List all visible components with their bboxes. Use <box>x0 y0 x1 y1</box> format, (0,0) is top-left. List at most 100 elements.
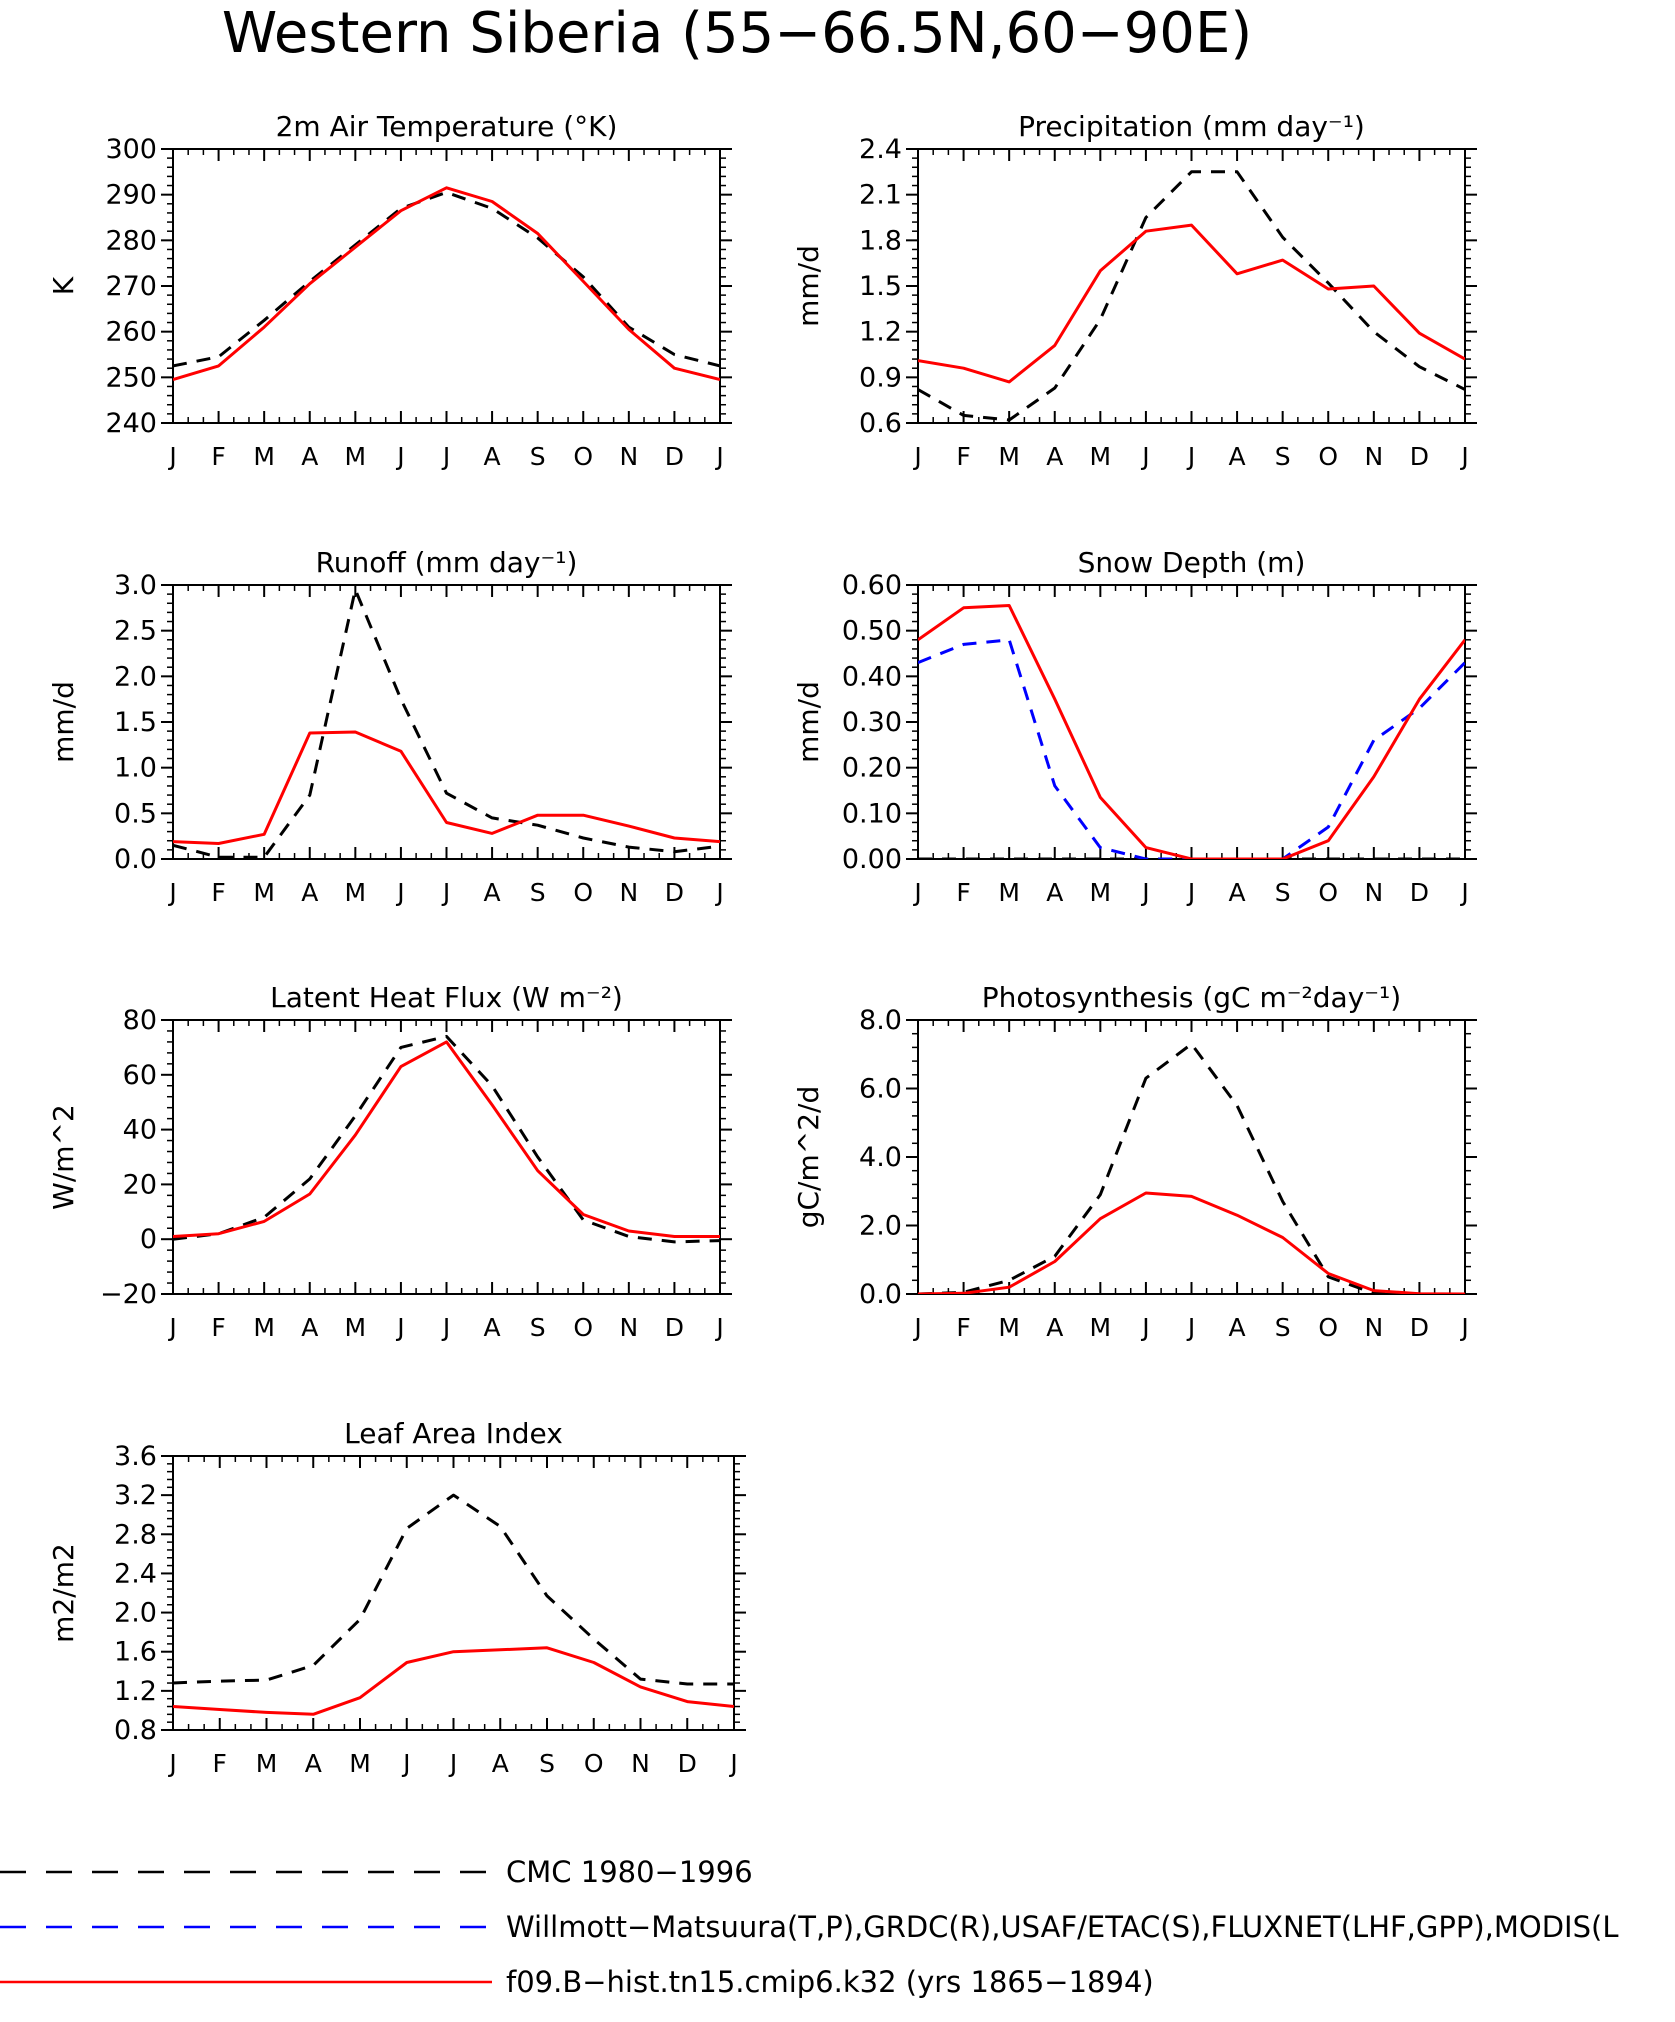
x-tick-label: O <box>573 878 593 907</box>
x-tick-label: O <box>1318 442 1338 471</box>
y-tick-label: 0.8 <box>114 1715 157 1746</box>
x-tick-label: M <box>345 1313 367 1342</box>
x-tick-label: J <box>395 442 404 471</box>
y-tick-label: 0 <box>140 1224 157 1255</box>
plot-frame <box>917 1019 1466 1295</box>
x-tick-label: O <box>1318 878 1338 907</box>
x-tick-label: J <box>1186 1313 1195 1342</box>
y-tick-label: 20 <box>123 1169 157 1200</box>
x-tick-label: F <box>956 1313 970 1342</box>
panel-photosynthesis-gc-m-day: J F M A M J J A S O N D J0.02.04.06.08.0Photosynthes… <box>792 981 1477 1342</box>
x-tick-label: N <box>1364 878 1383 907</box>
y-axis-label: gC/m^2/d <box>792 1086 825 1229</box>
series-group <box>918 170 1465 422</box>
x-tick-label: J <box>1186 442 1195 471</box>
panel-title: Latent Heat Flux (W m⁻²) <box>270 981 623 1014</box>
x-tick-label: A <box>1046 442 1063 471</box>
y-tick-label: 60 <box>123 1060 157 1091</box>
figure-title: Western Siberia (55−66.5N,60−90E) <box>222 1 1252 66</box>
legend-label: Willmott−Matsuura(T,P),GRDC(R),USAF/ETAC… <box>506 1910 1619 1944</box>
panel-title: Photosynthesis (gC m⁻²day⁻¹) <box>982 981 1401 1014</box>
x-tick-label: J <box>441 442 450 471</box>
x-tick-label: O <box>573 1313 593 1342</box>
series-group <box>173 588 720 859</box>
y-tick-label: 8.0 <box>859 1005 902 1036</box>
x-tick-label: D <box>1410 878 1429 907</box>
series-group <box>173 186 720 382</box>
legend-entry-3: f09.B−hist.tn15.cmip6.k32 (yrs 1865−1894… <box>0 1965 1154 1999</box>
x-tick-label: J <box>1459 442 1468 471</box>
y-tick-label: 2.4 <box>114 1558 157 1589</box>
x-tick-label: J <box>1140 878 1149 907</box>
x-tick-label: D <box>665 878 684 907</box>
x-tick-label: N <box>619 878 638 907</box>
y-tick-label: 2.5 <box>114 616 157 647</box>
y-tick-label: 2.0 <box>114 1598 157 1629</box>
y-tick-label: 1.8 <box>859 225 902 256</box>
x-tick-label: S <box>1275 1313 1291 1342</box>
panel-leaf-area-index: J F M A M J J A S O N D J0.81.21.62.02.42.83.23.6Lea… <box>47 1417 746 1778</box>
x-tick-label: A <box>1229 878 1246 907</box>
x-tick-label: A <box>1229 1313 1246 1342</box>
x-tick-label: D <box>1410 442 1429 471</box>
x-tick-label: S <box>1275 442 1291 471</box>
x-tick-label: A <box>301 1313 318 1342</box>
y-tick-label: 0.10 <box>842 798 902 829</box>
x-tick-label: A <box>1046 878 1063 907</box>
series-line-red <box>173 1646 734 1716</box>
y-tick-label: 1.2 <box>114 1676 157 1707</box>
series-line-red <box>173 186 720 382</box>
x-tick-label: J <box>1459 1313 1468 1342</box>
y-tick-label: 1.5 <box>114 707 157 738</box>
series-line-red <box>918 223 1465 384</box>
x-tick-label: M <box>253 442 275 471</box>
x-tick-label: J <box>167 1313 176 1342</box>
x-tick-label: J <box>714 442 723 471</box>
x-tick-label: M <box>256 1749 278 1778</box>
plot-frame <box>917 148 1466 424</box>
x-tick-label: S <box>530 1313 546 1342</box>
x-tick-label: J <box>1140 442 1149 471</box>
y-tick-label: 1.0 <box>114 753 157 784</box>
y-tick-label: 0.40 <box>842 661 902 692</box>
series-line-red <box>918 1191 1465 1294</box>
y-tick-label: 290 <box>105 180 157 211</box>
y-axis-label: K <box>47 276 80 295</box>
x-tick-label: D <box>665 1313 684 1342</box>
x-tick-label: J <box>912 878 921 907</box>
x-tick-label: D <box>1410 1313 1429 1342</box>
y-tick-label: 280 <box>105 225 157 256</box>
y-tick-label: 0.5 <box>114 798 157 829</box>
x-tick-label: J <box>912 1313 921 1342</box>
x-tick-label: S <box>1275 878 1291 907</box>
series-line-black <box>173 588 720 859</box>
x-tick-label: D <box>678 1749 697 1778</box>
x-tick-label: M <box>253 878 275 907</box>
y-tick-label: 2.4 <box>859 134 902 165</box>
y-tick-label: 240 <box>105 408 157 439</box>
y-tick-label: −20 <box>100 1279 157 1310</box>
y-tick-label: 0.9 <box>859 362 902 393</box>
y-tick-label: 0.30 <box>842 707 902 738</box>
y-tick-label: 0.0 <box>114 844 157 875</box>
x-tick-label: M <box>1090 1313 1112 1342</box>
y-tick-label: 2.0 <box>859 1211 902 1242</box>
x-tick-label: O <box>584 1749 604 1778</box>
x-tick-label: J <box>1140 1313 1149 1342</box>
x-tick-label: J <box>1186 878 1195 907</box>
y-tick-label: 260 <box>105 317 157 348</box>
series-group <box>173 1034 720 1244</box>
y-tick-label: 4.0 <box>859 1142 902 1173</box>
x-tick-label: J <box>1459 878 1468 907</box>
x-tick-label: M <box>998 1313 1020 1342</box>
x-tick-label: J <box>441 1313 450 1342</box>
x-tick-label: A <box>492 1749 509 1778</box>
y-tick-label: 2.1 <box>859 180 902 211</box>
plot-frame <box>917 584 1466 860</box>
panel-title: Snow Depth (m) <box>1078 546 1306 579</box>
x-tick-label: J <box>395 1313 404 1342</box>
y-axis-label: mm/d <box>47 681 80 763</box>
